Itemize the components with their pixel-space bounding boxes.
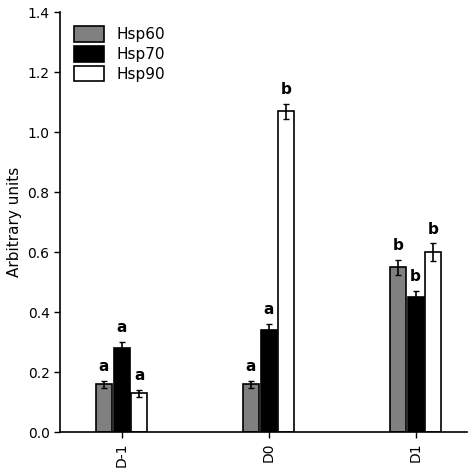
Bar [96,384,112,432]
Bar [114,348,130,432]
Bar [261,330,277,432]
Bar [131,393,147,432]
Text: a: a [117,320,127,335]
Text: b: b [281,82,292,97]
Bar [243,384,259,432]
Text: b: b [428,222,439,237]
Bar [390,267,406,432]
Y-axis label: Arbitrary units: Arbitrary units [7,167,22,277]
Text: a: a [246,359,256,374]
Text: a: a [264,302,274,317]
Bar [408,297,424,432]
Text: b: b [392,238,403,253]
Text: a: a [99,359,109,374]
Text: b: b [410,269,421,284]
Bar [425,252,441,432]
Bar [278,111,294,432]
Text: a: a [134,368,145,383]
Legend: Hsp60, Hsp70, Hsp90: Hsp60, Hsp70, Hsp90 [68,20,171,88]
